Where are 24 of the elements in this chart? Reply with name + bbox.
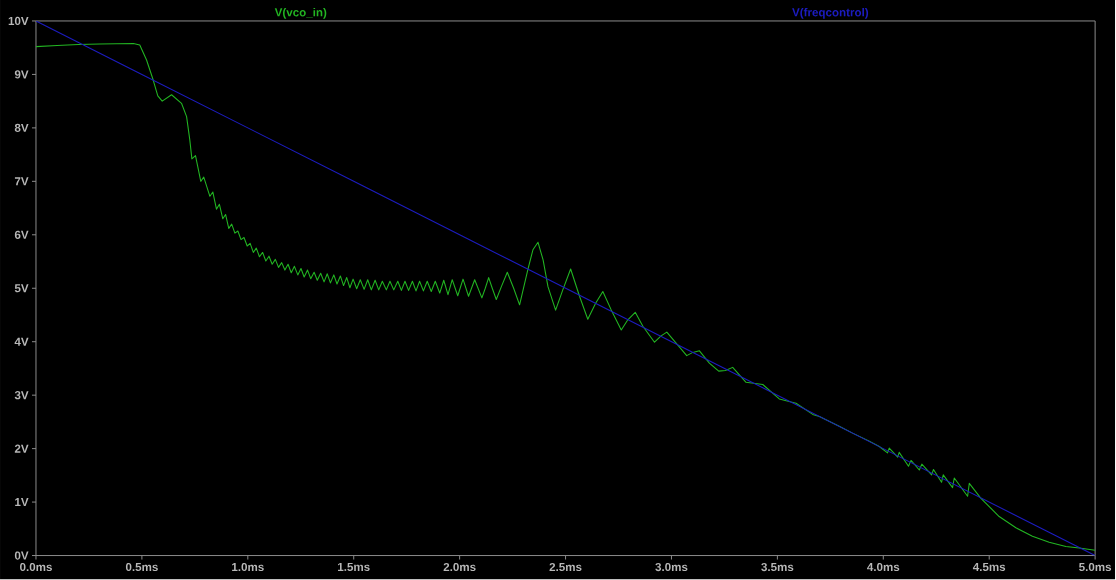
- y-tick-label: 1V: [15, 498, 29, 507]
- y-tick-label: 7V: [14, 177, 29, 186]
- text: V(vco_in): [274, 8, 327, 19]
- x-tick-label: 0.0ms: [20, 563, 52, 572]
- x-tick-label: 3.5ms: [761, 563, 794, 572]
- y-tick-label: 10V: [8, 17, 29, 26]
- text: V(freqcontrol): [792, 8, 869, 19]
- y-tick-label: 9V: [14, 70, 29, 79]
- y-tick-label: 3V: [14, 391, 29, 400]
- y-tick-label: 5V: [14, 284, 29, 293]
- y-tick-label: 6V: [14, 230, 29, 240]
- y-tick-label: 4V: [14, 337, 29, 346]
- x-tick-label: 3.0ms: [655, 563, 688, 572]
- x-tick-label: 1.0ms: [232, 563, 264, 572]
- x-tick-label: 5.0ms: [1079, 563, 1112, 572]
- x-tick-label: 2.5ms: [549, 563, 582, 572]
- y-tick-label: 2V: [14, 444, 29, 453]
- x-tick-label: 4.0ms: [867, 563, 900, 572]
- y-tick-label: 8V: [14, 124, 29, 133]
- x-tick-label: 4.5ms: [972, 563, 1006, 572]
- x-tick-label: 0.5ms: [125, 563, 158, 572]
- x-tick-label: 1.5ms: [338, 563, 370, 572]
- x-tick-label: 2.0ms: [443, 563, 476, 572]
- y-tick-label: 0V: [14, 551, 29, 560]
